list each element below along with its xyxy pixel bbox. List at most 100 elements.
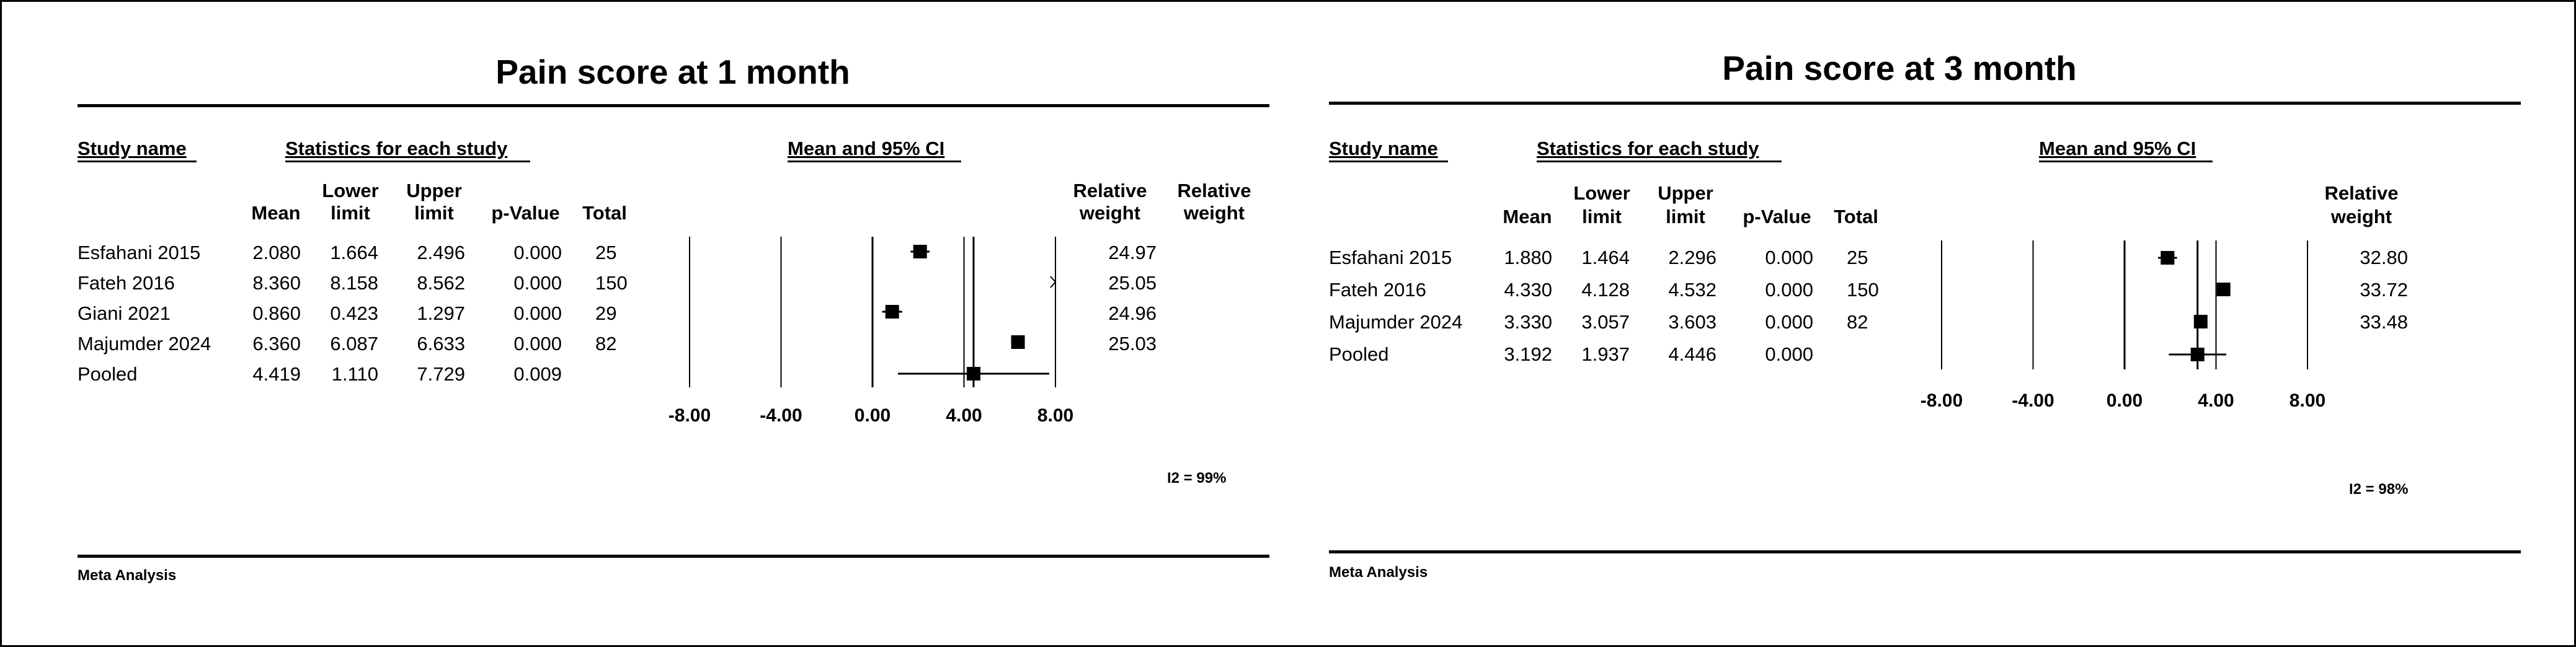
out-of-range-arrow [1050,276,1057,288]
p-value: 0.000 [513,333,562,354]
study-marker [2161,251,2175,265]
pooled-marker [966,367,980,381]
forest-plot-area: -8.00 -4.00 0.00 4.00 8.00 [668,237,1073,426]
i2-statistic: I2 = 98% [2349,481,2409,498]
p-value: 0.000 [1765,279,1813,301]
x-tick-label: -4.00 [760,405,802,426]
header-statistics: Statistics for each study [285,138,508,159]
header-lower-2: limit [331,202,370,224]
p-value: 0.000 [513,242,562,263]
upper-limit: 4.446 [1668,343,1717,365]
relative-weight: 24.97 [1108,242,1157,263]
title-rule [78,104,1269,107]
header-relative-weight-2b: weight [1183,202,1245,224]
header-relative-weight-2: Relative [1177,180,1251,201]
p-value: 0.000 [513,302,562,324]
header-relative-weight-1b: weight [1079,202,1141,224]
header-mean: Mean [251,202,301,224]
total: 150 [1847,279,1879,301]
lower-limit: 3.057 [1581,311,1630,333]
i2-statistic: I2 = 99% [1167,470,1227,486]
header-mean: Mean [1503,206,1552,227]
forest-plot-3-month: Pain score at 3 month Study name Statist… [1251,0,2521,645]
x-tick-label: 0.00 [2107,390,2143,411]
mean-value: 1.880 [1504,247,1552,268]
p-value: 0.000 [1765,247,1813,268]
title-rule [1329,102,2521,105]
mean-value: 2.080 [252,242,301,263]
header-lower-1: Lower [1573,182,1630,204]
lower-limit: 4.128 [1581,279,1630,301]
upper-limit: 2.296 [1668,247,1717,268]
study-name: Pooled [78,363,138,385]
mean-value: 3.330 [1504,311,1552,333]
mean-value: 4.419 [252,363,301,385]
footer-rule [1329,550,2521,553]
total: 82 [595,333,617,354]
pooled-marker [2190,348,2205,361]
total: 25 [595,242,617,263]
study-marker [2216,283,2231,296]
x-tick-label: 0.00 [855,405,890,426]
mean-value: 8.360 [252,272,301,294]
relative-weight: 32.80 [2360,247,2408,268]
mean-value: 0.860 [252,302,301,324]
mean-value: 3.192 [1504,343,1552,365]
footer-label: Meta Analysis [78,567,177,584]
mean-value: 4.330 [1504,279,1552,301]
total: 25 [1847,247,1868,268]
header-underline-2 [788,161,961,162]
x-tick-label: 8.00 [1037,405,1073,426]
x-tick-label: 4.00 [946,405,982,426]
study-name: Fateh 2016 [1329,279,1426,301]
header-upper-1: Upper [1658,182,1713,204]
p-value: 0.000 [1765,343,1813,365]
footer-label: Meta Analysis [1329,564,1428,581]
x-tick-label: 8.00 [2290,390,2325,411]
lower-limit: 8.158 [330,272,378,294]
study-name: Esfahani 2015 [1329,247,1452,268]
total: 82 [1847,311,1868,333]
relative-weight: 33.72 [2360,279,2408,301]
header-underline-0 [78,161,197,162]
header-relative-weight-2: weight [2330,206,2392,227]
lower-limit: 1.937 [1581,343,1630,365]
lower-limit: 1.664 [330,242,378,263]
study-marker [2193,315,2208,328]
upper-limit: 6.633 [417,333,465,354]
chart-title: Pain score at 1 month [495,53,850,91]
study-name: Majumder 2024 [78,333,211,354]
lower-limit: 0.423 [330,302,378,324]
chart-title: Pain score at 3 month [1722,49,2077,87]
header-pvalue: p-Value [491,202,560,224]
header-pvalue: p-Value [1743,206,1811,227]
lower-limit: 1.110 [331,363,378,385]
header-upper-1: Upper [406,180,462,201]
study-name: Giani 2021 [78,302,171,324]
p-value: 0.000 [513,272,562,294]
lower-limit: 6.087 [330,333,378,354]
relative-weight: 24.96 [1108,302,1157,324]
p-value: 0.000 [1765,311,1813,333]
relative-weight: 25.03 [1108,333,1157,354]
study-name: Pooled [1329,343,1389,365]
header-total: Total [1834,206,1878,227]
upper-limit: 2.496 [417,242,465,263]
x-tick-label: 4.00 [2198,390,2234,411]
header-plot: Mean and 95% CI [2039,138,2196,159]
total: 29 [595,302,617,324]
header-relative-weight-1: Relative [2324,182,2399,204]
x-tick-label: -4.00 [2012,390,2054,411]
header-plot: Mean and 95% CI [788,138,945,159]
study-name: Majumder 2024 [1329,311,1463,333]
upper-limit: 4.532 [1668,279,1717,301]
upper-limit: 3.603 [1668,311,1717,333]
p-value: 0.009 [513,363,562,385]
header-underline-1 [1537,161,1782,162]
header-study-name: Study name [78,138,187,159]
study-marker [913,245,927,258]
header-underline-2 [2039,161,2213,162]
total: 150 [595,272,628,294]
header-upper-2: limit [1666,206,1705,227]
